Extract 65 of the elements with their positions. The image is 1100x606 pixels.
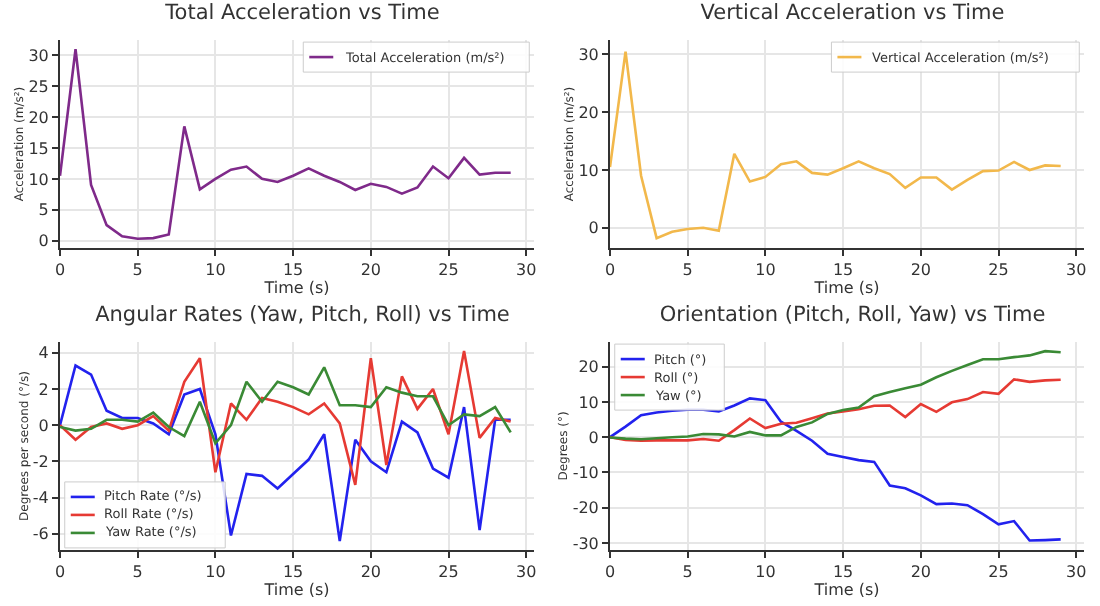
x-tick-label: 25 — [988, 261, 1009, 280]
x-tick-label: 20 — [910, 563, 932, 582]
x-tick-label: 30 — [516, 261, 537, 280]
x-tick-label: 20 — [910, 261, 932, 280]
y-tick-label: 30 — [28, 47, 49, 66]
x-tick-label: 25 — [988, 563, 1009, 582]
x-tick-label: 30 — [1066, 261, 1087, 280]
x-tick-label: 25 — [438, 563, 459, 582]
x-tick-label: 15 — [282, 563, 304, 582]
x-tick-label: 5 — [682, 261, 693, 280]
x-axis-title: Time (s) — [262, 581, 330, 600]
y-tick-label: 5 — [38, 201, 49, 220]
x-tick-label: 15 — [832, 261, 854, 280]
x-tick-label: 10 — [755, 563, 776, 582]
y-tick-label: 4 — [38, 344, 49, 363]
x-tick-label: 5 — [132, 563, 143, 582]
y-tick-label: 25 — [28, 77, 49, 96]
y-tick-label: -4 — [32, 489, 49, 508]
y-tick-label: 0 — [38, 232, 49, 251]
x-tick-label: 20 — [360, 261, 382, 280]
x-tick-label: 30 — [516, 563, 537, 582]
chart-title: Angular Rates (Yaw, Pitch, Roll) vs Time — [95, 303, 510, 328]
y-tick-label: -6 — [32, 525, 49, 544]
x-tick-label: 15 — [282, 261, 304, 280]
chart-title: Total Acceleration vs Time — [163, 1, 440, 26]
y-tick-label: 10 — [578, 393, 599, 412]
x-tick-label: 0 — [604, 261, 616, 280]
y-tick-label: 0 — [588, 428, 599, 447]
chart-title: Vertical Acceleration vs Time — [700, 1, 1005, 26]
y-tick-label: 20 — [28, 108, 49, 127]
x-tick-label: 0 — [604, 563, 616, 582]
x-axis-title: Time (s) — [812, 279, 880, 298]
x-axis-title: Time (s) — [812, 581, 880, 600]
y-tick-label: -20 — [572, 499, 599, 518]
x-axis-title: Time (s) — [262, 279, 330, 298]
y-tick-label: 20 — [578, 103, 599, 122]
y-tick-label: -30 — [572, 534, 599, 553]
line-series — [60, 364, 512, 543]
y-tick-label: 2 — [38, 380, 49, 399]
y-tick-label: -2 — [32, 452, 49, 471]
line-series — [610, 349, 1062, 441]
line-series — [60, 47, 512, 241]
line-series — [610, 50, 1062, 240]
x-tick-label: 5 — [682, 563, 693, 582]
y-tick-label: 10 — [28, 170, 49, 189]
x-tick-label: 15 — [832, 563, 854, 582]
y-tick-label: -10 — [572, 464, 599, 483]
y-tick-label: 10 — [578, 161, 599, 180]
y-tick-label: 15 — [28, 139, 49, 158]
y-tick-label: 0 — [38, 416, 49, 435]
chart-title: Orientation (Pitch, Roll, Yaw) vs Time — [659, 303, 1046, 328]
line-series — [60, 349, 512, 487]
y-tick-label: 20 — [578, 358, 599, 377]
y-tick-label: 30 — [578, 46, 599, 65]
x-tick-label: 10 — [205, 261, 226, 280]
x-tick-label: 10 — [755, 261, 776, 280]
y-tick-label: 0 — [588, 219, 599, 238]
x-tick-label: 5 — [132, 261, 143, 280]
x-tick-label: 0 — [54, 563, 66, 582]
x-tick-label: 20 — [360, 563, 382, 582]
x-tick-label: 30 — [1066, 563, 1087, 582]
x-tick-label: 0 — [54, 261, 66, 280]
x-tick-label: 25 — [438, 261, 459, 280]
x-tick-label: 10 — [205, 563, 226, 582]
line-series — [60, 366, 512, 445]
